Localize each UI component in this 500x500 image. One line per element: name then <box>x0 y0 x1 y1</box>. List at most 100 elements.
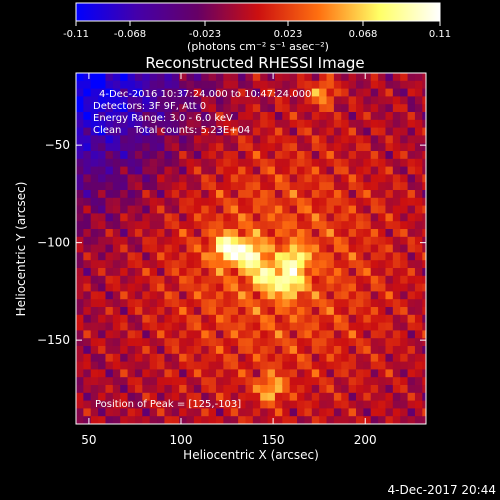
heatmap-cell <box>127 408 136 417</box>
heatmap-cell <box>230 221 239 230</box>
heatmap-cell <box>171 260 180 269</box>
heatmap-cell <box>400 205 409 214</box>
heatmap-cell <box>98 104 107 113</box>
heatmap-cell <box>193 385 202 394</box>
heatmap-cell <box>105 377 114 386</box>
heatmap-cell <box>304 151 313 160</box>
heatmap-cell <box>378 119 387 129</box>
heatmap-cell <box>186 283 195 292</box>
heatmap-cell <box>201 80 210 90</box>
heatmap-cell <box>216 392 224 402</box>
heatmap-cell <box>216 182 224 191</box>
heatmap-cell <box>164 80 173 90</box>
heatmap-cell <box>392 385 401 394</box>
heatmap-cell <box>356 213 364 222</box>
heatmap-cell <box>260 88 269 97</box>
heatmap-cell <box>76 205 84 214</box>
heatmap-cell <box>400 400 409 409</box>
heatmap-cell <box>400 73 409 82</box>
heatmap-cell <box>407 182 416 191</box>
heatmap-cell <box>134 330 143 339</box>
heatmap-cell <box>83 80 92 90</box>
heatmap-cell <box>157 174 166 183</box>
heatmap-cell <box>414 213 423 222</box>
heatmap-cell <box>120 338 129 347</box>
heatmap-cell <box>201 377 210 386</box>
heatmap-cell <box>385 221 394 230</box>
heatmap-cell <box>105 307 114 316</box>
heatmap-cell <box>76 268 84 277</box>
heatmap-cell <box>216 174 224 183</box>
heatmap-cell <box>304 205 313 214</box>
heatmap-cell <box>400 112 409 121</box>
heatmap-cell <box>348 330 357 339</box>
heatmap-cell <box>134 314 143 324</box>
heatmap-cell <box>326 408 335 417</box>
heatmap-cell <box>407 408 416 417</box>
heatmap-cell <box>171 330 180 339</box>
heatmap-cell <box>392 353 401 363</box>
heatmap-cell <box>370 307 379 316</box>
heatmap-cell <box>333 166 342 175</box>
heatmap-cell <box>392 377 401 386</box>
heatmap-cell <box>98 353 107 363</box>
heatmap-cell <box>76 88 84 97</box>
heatmap-cell <box>157 158 166 168</box>
heatmap-cell <box>304 314 313 324</box>
heatmap-cell <box>223 252 232 261</box>
heatmap-cell <box>238 236 247 246</box>
heatmap-cell <box>400 275 409 285</box>
heatmap-cell <box>385 166 394 175</box>
heatmap-cell <box>304 392 313 402</box>
heatmap-cell <box>333 197 342 207</box>
heatmap-cell <box>171 400 180 409</box>
heatmap-cell <box>90 252 99 261</box>
heatmap-cell <box>83 369 92 378</box>
heatmap-cell <box>267 283 276 292</box>
heatmap-cell <box>127 112 136 121</box>
heatmap-cell <box>392 88 401 97</box>
heatmap-cell <box>267 322 276 331</box>
heatmap-cell <box>179 314 188 324</box>
heatmap-cell <box>98 88 107 97</box>
heatmap-cell <box>171 385 180 394</box>
heatmap-cell <box>400 151 409 160</box>
heatmap-cell <box>98 166 107 175</box>
heatmap-cell <box>120 244 129 253</box>
heatmap-cell <box>267 158 276 168</box>
heatmap-cell <box>304 385 313 394</box>
heatmap-cell <box>83 182 92 191</box>
heatmap-cell <box>127 190 136 199</box>
heatmap-cell <box>238 369 247 378</box>
heatmap-cell <box>208 400 217 409</box>
heatmap-cell <box>341 213 350 222</box>
heatmap-cell <box>304 166 313 175</box>
heatmap-cell <box>201 190 210 199</box>
heatmap-cell <box>179 330 188 339</box>
heatmap-cell <box>333 213 342 222</box>
heatmap-cell <box>304 416 313 424</box>
heatmap-cell <box>186 80 195 90</box>
heatmap-cell <box>326 112 335 121</box>
heatmap-cell <box>341 190 350 199</box>
heatmap-cell <box>127 353 136 363</box>
heatmap-cell <box>297 392 306 402</box>
heatmap-cell <box>252 135 261 144</box>
heatmap-cell <box>216 330 224 339</box>
heatmap-cell <box>83 416 92 424</box>
heatmap-cell <box>245 322 254 331</box>
heatmap-cell <box>348 182 357 191</box>
heatmap-cell <box>267 338 276 347</box>
heatmap-cell <box>98 174 107 183</box>
heatmap-cell <box>193 338 202 347</box>
heatmap-cell <box>98 416 107 424</box>
heatmap-cell <box>414 291 423 300</box>
heatmap-cell <box>348 229 357 238</box>
heatmap-cell <box>414 353 423 363</box>
heatmap-cell <box>252 197 261 207</box>
heatmap-cell <box>422 119 426 129</box>
heatmap-cell <box>83 151 92 160</box>
heatmap-cell <box>127 88 136 97</box>
heatmap-cell <box>385 135 394 144</box>
heatmap-cell <box>392 314 401 324</box>
